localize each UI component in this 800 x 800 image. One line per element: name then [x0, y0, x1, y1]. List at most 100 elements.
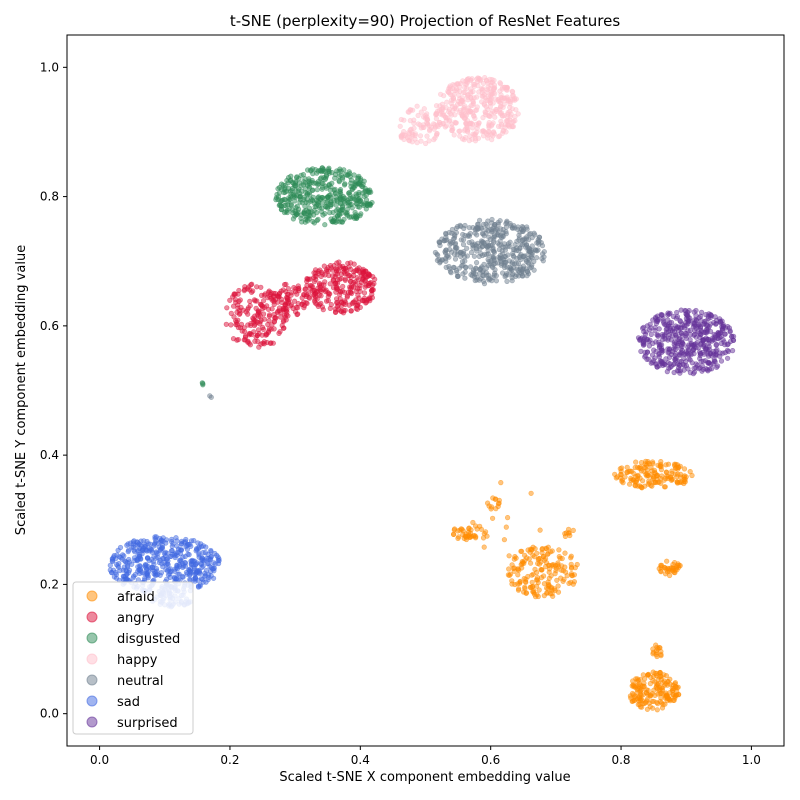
point-happy: [479, 99, 485, 105]
point-happy: [480, 114, 486, 121]
point-neutral: [444, 253, 450, 259]
point-afraid: [546, 566, 553, 572]
point-neutral: [461, 237, 467, 243]
point-afraid: [636, 696, 643, 702]
point-happy: [401, 117, 407, 123]
point-neutral: [478, 238, 485, 244]
point-happy: [471, 95, 477, 101]
point-sad: [109, 569, 115, 576]
point-angry: [325, 298, 331, 304]
point-angry: [333, 289, 339, 295]
point-afraid: [658, 480, 664, 486]
point-neutral: [502, 264, 508, 271]
point-disgusted: [327, 192, 333, 198]
point-angry: [248, 282, 254, 288]
point-surprised: [652, 355, 658, 361]
point-neutral: [525, 259, 531, 266]
point-sad: [173, 535, 179, 541]
point-neutral: [491, 223, 498, 229]
point-neutral: [481, 233, 487, 239]
point-afraid: [666, 696, 672, 702]
point-surprised: [659, 332, 665, 338]
point-happy: [449, 127, 455, 134]
point-angry: [299, 295, 305, 301]
point-neutral: [493, 278, 500, 284]
point-afraid: [648, 693, 654, 699]
point-disgusted: [283, 202, 289, 208]
point-happy: [452, 112, 458, 118]
point-angry: [361, 290, 368, 296]
point-afraid: [648, 482, 654, 489]
y-tick-label: 0.4: [40, 448, 59, 462]
point-afraid: [490, 515, 496, 521]
point-angry: [342, 277, 348, 283]
point-happy: [474, 107, 480, 113]
point-afraid: [556, 553, 562, 560]
point-surprised: [652, 328, 658, 334]
point-afraid: [509, 578, 515, 584]
point-neutral: [450, 236, 457, 242]
point-afraid: [656, 645, 662, 651]
point-sad: [173, 576, 179, 582]
point-sad: [193, 548, 199, 554]
point-neutral: [500, 227, 506, 233]
point-happy: [461, 107, 467, 113]
point-neutral: [509, 278, 515, 284]
point-sad: [119, 552, 126, 558]
point-surprised: [707, 321, 714, 327]
point-angry: [357, 288, 363, 295]
point-disgusted: [301, 210, 307, 216]
point-surprised: [685, 321, 691, 327]
point-happy: [485, 84, 491, 90]
point-disgusted: [327, 202, 334, 208]
point-afraid: [631, 471, 637, 477]
point-sad: [180, 573, 186, 580]
point-surprised: [656, 354, 663, 360]
point-angry: [243, 309, 249, 315]
point-surprised: [711, 331, 717, 338]
point-afraid: [572, 564, 578, 571]
point-disgusted: [327, 187, 334, 193]
point-surprised: [721, 339, 727, 345]
point-surprised: [691, 369, 698, 375]
point-afraid: [669, 468, 675, 474]
point-surprised: [677, 368, 684, 374]
point-afraid: [529, 572, 535, 578]
point-disgusted: [306, 176, 312, 182]
point-happy: [472, 138, 479, 144]
point-surprised: [718, 358, 725, 364]
point-surprised: [703, 322, 709, 328]
point-afraid: [677, 463, 683, 469]
point-angry: [338, 275, 344, 282]
x-tick-label: 0.0: [90, 753, 109, 767]
point-afraid: [470, 519, 476, 526]
point-disgusted: [348, 214, 354, 220]
point-disgusted: [330, 209, 336, 215]
point-afraid: [456, 534, 462, 540]
point-afraid: [568, 553, 574, 559]
point-neutral: [507, 244, 513, 250]
point-sad: [116, 560, 122, 567]
point-neutral: [511, 223, 517, 229]
point-surprised: [646, 343, 653, 349]
point-disgusted: [308, 167, 314, 173]
point-disgusted: [366, 189, 372, 195]
point-angry: [309, 288, 316, 294]
point-sad: [186, 567, 192, 573]
point-afraid: [658, 562, 665, 569]
point-neutral: [497, 233, 504, 239]
point-angry: [341, 298, 348, 304]
point-afraid: [668, 565, 675, 571]
point-afraid: [530, 552, 536, 558]
point-disgusted: [279, 197, 286, 203]
point-afraid: [522, 584, 528, 590]
point-surprised: [656, 363, 662, 369]
x-tick-label: 0.2: [220, 753, 239, 767]
point-happy: [412, 132, 418, 139]
point-angry: [277, 290, 283, 296]
point-happy: [453, 120, 459, 126]
point-happy: [398, 134, 405, 140]
point-angry: [269, 306, 275, 312]
point-sad: [174, 566, 181, 572]
point-surprised: [683, 363, 690, 369]
